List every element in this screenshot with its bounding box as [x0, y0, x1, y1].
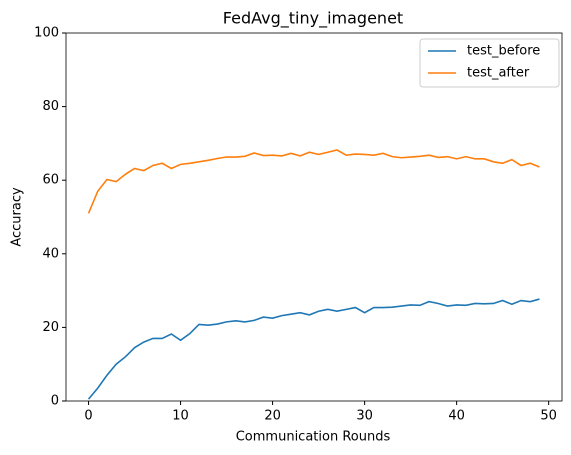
y-axis-label: Accuracy: [10, 187, 25, 247]
x-axis-label: Communication Rounds: [236, 430, 391, 445]
line: [87, 149, 540, 214]
x-tick-label: 20: [264, 409, 281, 424]
y-tick-label: 80: [42, 99, 59, 114]
x-tick-label: 30: [356, 409, 373, 424]
x-tick-label: 40: [448, 409, 465, 424]
y-tick-label: 0: [51, 394, 59, 409]
y-tick-label: 100: [34, 26, 59, 41]
x-tick-label: 10: [172, 409, 189, 424]
y-tick-label: 60: [42, 173, 59, 188]
x-tick-label: 50: [540, 409, 557, 424]
line: [87, 298, 540, 400]
legend-label: test_before: [467, 44, 540, 59]
x-tick-label: 0: [84, 409, 92, 424]
y-tick-label: 40: [42, 246, 59, 261]
plot-frame: [65, 32, 563, 402]
y-tick-label: 20: [42, 320, 59, 335]
chart-title: FedAvg_tiny_imagenet: [223, 9, 403, 29]
legend-label: test_after: [467, 66, 530, 81]
